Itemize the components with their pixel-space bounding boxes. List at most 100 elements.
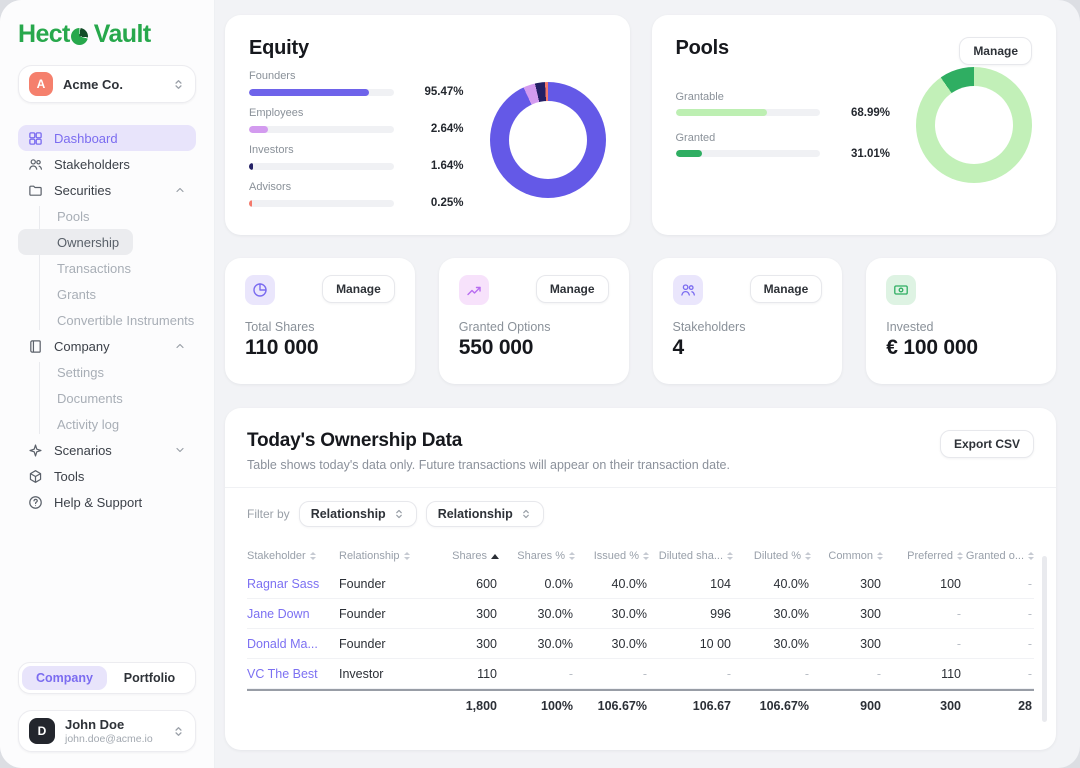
- pie-logo-icon: [70, 27, 88, 45]
- sort-asc-icon: [491, 553, 499, 559]
- table-scrollbar[interactable]: [1042, 556, 1047, 722]
- export-csv-button[interactable]: Export CSV: [939, 430, 1034, 458]
- table-cell: Investor: [339, 666, 384, 681]
- stakeholders-manage-button[interactable]: Manage: [749, 275, 823, 303]
- nav-label: Scenarios: [54, 442, 112, 458]
- totals-cell: 106.67: [692, 699, 731, 713]
- stat-label: Stakeholders: [672, 320, 746, 334]
- column-header-common[interactable]: Common: [811, 550, 883, 562]
- column-header-issued[interactable]: Issued %: [575, 550, 649, 562]
- toggle-portfolio[interactable]: Portfolio: [123, 671, 176, 685]
- table-cell: -: [956, 636, 961, 651]
- legend-row-investors: Investors 1.64%: [249, 144, 464, 172]
- stakeholder-link[interactable]: Donald Ma...: [247, 636, 318, 651]
- nav-label: Company: [54, 338, 110, 354]
- sparkle-icon: [28, 443, 43, 458]
- logo-text-part2: Vault: [93, 20, 151, 48]
- sidebar-item-securities[interactable]: Securities: [18, 177, 196, 203]
- equity-legend: Founders 95.47% Employees 2.64% Investor…: [249, 70, 464, 209]
- column-header-preferred[interactable]: Preferred: [883, 550, 963, 562]
- sidebar-item-activity-log[interactable]: Activity log: [57, 416, 120, 432]
- relationship-filter-dropdown-2[interactable]: Relationship: [425, 501, 544, 527]
- sidebar-item-transactions[interactable]: Transactions: [57, 260, 131, 276]
- advisors-pct: 0.25%: [430, 197, 464, 209]
- user-selector[interactable]: D John Doe john.doe@acme.io: [18, 710, 196, 752]
- stakeholder-link[interactable]: Jane Down: [247, 606, 310, 621]
- table-cell: 100: [940, 576, 961, 591]
- company-portfolio-toggle: Company Portfolio: [18, 662, 196, 694]
- pools-title: Pools: [675, 37, 730, 59]
- nav-label: Help & Support: [54, 494, 143, 510]
- table-row: Jane Down Founder 300 30.0% 30.0% 996 30.0% 300…: [247, 599, 1034, 629]
- table-title: Today's Ownership Data: [247, 430, 463, 451]
- chevron-down-icon: [174, 444, 186, 456]
- column-header-shares[interactable]: Shares: [435, 550, 499, 562]
- stat-label: Invested: [886, 320, 934, 334]
- column-header-granted-o[interactable]: Granted o...: [963, 550, 1034, 562]
- sidebar-item-tools[interactable]: Tools: [18, 463, 196, 489]
- pools-donut-chart: [916, 67, 1032, 183]
- column-header-relationship[interactable]: Relationship: [339, 550, 435, 562]
- sidebar-item-dashboard[interactable]: Dashboard: [18, 125, 196, 151]
- sidebar-item-ownership[interactable]: Ownership: [18, 229, 134, 255]
- sidebar-item-company[interactable]: Company: [18, 333, 196, 359]
- table-cell: -: [726, 666, 731, 681]
- table-cell: -: [568, 666, 573, 681]
- column-header-shares[interactable]: Shares %: [499, 550, 575, 562]
- table-cell: -: [876, 666, 881, 681]
- table-cell: 300: [860, 576, 881, 591]
- relationship-filter-dropdown-1[interactable]: Relationship: [298, 501, 417, 527]
- table-cell: 40.0%: [773, 576, 809, 591]
- sidebar-item-stakeholders[interactable]: Stakeholders: [18, 151, 196, 177]
- sort-icon: [643, 552, 649, 560]
- table-cell: -: [1027, 636, 1032, 651]
- company-subgroup: Settings Documents Activity log: [18, 359, 196, 437]
- stat-value: € 100 000: [886, 336, 978, 359]
- sort-icon: [1028, 552, 1034, 560]
- pools-manage-button[interactable]: Manage: [959, 37, 1032, 65]
- equity-donut-chart: [489, 81, 606, 198]
- divider: [225, 487, 1056, 488]
- users-icon: [28, 157, 43, 172]
- users-icon: [672, 275, 703, 305]
- column-header-diluted[interactable]: Diluted %: [733, 550, 811, 562]
- advisors-bar: [249, 199, 252, 207]
- total-shares-manage-button[interactable]: Manage: [322, 275, 395, 303]
- chevron-up-icon: [174, 340, 186, 352]
- sidebar-item-scenarios[interactable]: Scenarios: [18, 437, 196, 463]
- grantable-pct: 68.99%: [850, 106, 890, 119]
- table-cell: 30.0%: [611, 606, 647, 621]
- table-cell: Founder: [339, 636, 386, 651]
- sidebar-item-grants[interactable]: Grants: [57, 286, 97, 302]
- main-content: Equity Founders 95.47% Employees 2.64%: [215, 0, 1080, 768]
- table-cell: 40.0%: [611, 576, 647, 591]
- sort-icon: [957, 552, 963, 560]
- legend-row-grantable: Grantable 68.99%: [675, 90, 890, 119]
- user-name: John Doe: [65, 716, 125, 732]
- table-cell: 0.0%: [544, 576, 574, 591]
- table-cell: -: [642, 666, 647, 681]
- cube-icon: [28, 469, 43, 484]
- company-selector[interactable]: A Acme Co.: [18, 65, 196, 103]
- total-shares-card: Manage Total Shares 110 000: [225, 258, 415, 384]
- sidebar-item-settings[interactable]: Settings: [57, 364, 104, 380]
- column-header-diluted-sha[interactable]: Diluted sha...: [649, 550, 733, 562]
- table-cell: 110: [477, 666, 497, 681]
- toggle-company[interactable]: Company: [22, 666, 107, 690]
- stat-label: Total Shares: [245, 320, 315, 334]
- equity-card: Equity Founders 95.47% Employees 2.64%: [225, 15, 630, 235]
- sidebar-item-pools[interactable]: Pools: [57, 208, 90, 224]
- stakeholder-link[interactable]: Ragnar Sass: [247, 576, 320, 591]
- folder-icon: [28, 183, 43, 198]
- table-cell: 996: [710, 606, 731, 621]
- column-header-stakeholder[interactable]: Stakeholder: [247, 550, 339, 562]
- sidebar-item-convertible-instruments[interactable]: Convertible Instruments: [57, 312, 195, 328]
- banknote-icon: [886, 275, 917, 305]
- granted-options-manage-button[interactable]: Manage: [535, 275, 609, 303]
- sidebar-item-documents[interactable]: Documents: [57, 390, 123, 406]
- sidebar-item-help-support[interactable]: Help & Support: [18, 489, 196, 515]
- table-cell: -: [1027, 606, 1032, 621]
- stakeholder-link[interactable]: VC The Best: [247, 666, 318, 681]
- table-cell: 30.0%: [773, 636, 809, 651]
